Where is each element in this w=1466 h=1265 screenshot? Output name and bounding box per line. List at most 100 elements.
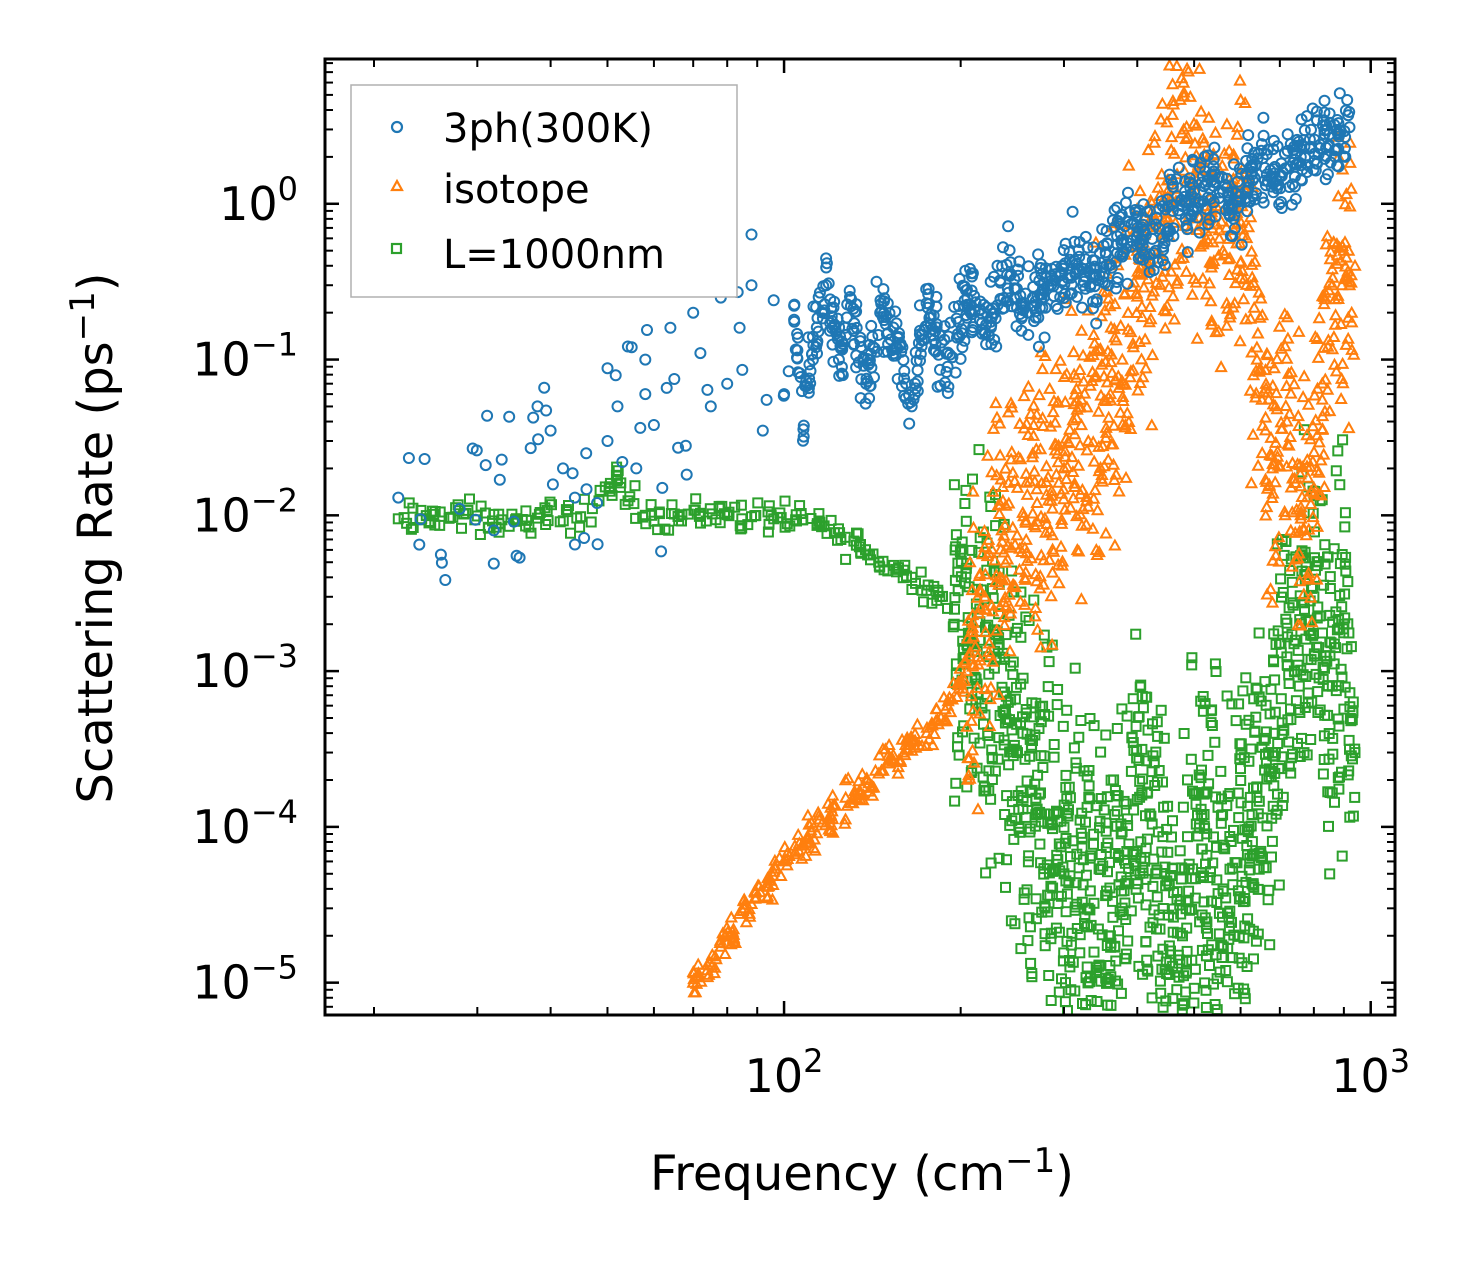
- point-l1000: [779, 521, 791, 533]
- point-l1000: [1349, 791, 1361, 803]
- point-isotope: [1269, 435, 1283, 448]
- point-l1000: [952, 585, 964, 597]
- point-l1000: [1127, 693, 1139, 705]
- point-l1000: [585, 516, 597, 528]
- point-l1000: [1342, 576, 1354, 588]
- point-3ph: [1022, 328, 1035, 341]
- point-isotope: [1096, 439, 1110, 452]
- point-l1000: [839, 531, 851, 543]
- point-l1000: [1329, 796, 1340, 808]
- point-l1000: [1120, 914, 1132, 925]
- point-l1000: [1276, 728, 1288, 740]
- point-isotope: [1266, 456, 1280, 469]
- point-3ph: [1156, 254, 1169, 267]
- point-l1000: [1115, 987, 1127, 999]
- point-l1000: [1132, 892, 1144, 904]
- point-l1000: [629, 480, 641, 492]
- point-isotope: [1038, 348, 1052, 361]
- point-3ph: [495, 453, 508, 466]
- point-isotope: [1039, 474, 1053, 487]
- point-l1000: [790, 514, 802, 526]
- point-l1000: [864, 549, 876, 561]
- point-3ph: [998, 301, 1011, 314]
- point-l1000: [1021, 884, 1033, 896]
- point-isotope: [1310, 331, 1324, 344]
- point-isotope: [1057, 461, 1071, 474]
- point-l1000: [1074, 947, 1086, 959]
- point-isotope: [960, 719, 974, 732]
- point-isotope: [1247, 300, 1261, 313]
- point-3ph: [1275, 196, 1287, 208]
- point-3ph: [988, 270, 1000, 283]
- point-3ph: [942, 380, 955, 393]
- point-isotope: [1019, 515, 1033, 528]
- point-l1000: [1216, 952, 1228, 963]
- legend-label-3ph: 3ph(300K): [443, 106, 653, 152]
- point-isotope: [1281, 331, 1295, 344]
- point-3ph: [493, 473, 506, 486]
- point-isotope: [983, 648, 998, 661]
- point-isotope: [1063, 422, 1077, 435]
- point-isotope: [1220, 318, 1234, 331]
- point-l1000: [1064, 870, 1076, 882]
- point-l1000: [1182, 831, 1193, 843]
- point-isotope: [1263, 582, 1278, 595]
- point-l1000: [1255, 695, 1267, 707]
- point-3ph: [969, 296, 982, 309]
- point-isotope: [1019, 475, 1033, 488]
- point-l1000: [1128, 804, 1140, 816]
- point-l1000: [716, 500, 728, 512]
- point-3ph: [1038, 331, 1051, 344]
- point-l1000: [1174, 845, 1186, 857]
- point-isotope: [1126, 363, 1140, 376]
- point-l1000: [1159, 861, 1171, 873]
- point-isotope: [1243, 383, 1257, 396]
- point-3ph: [994, 276, 1007, 289]
- point-l1000: [1018, 887, 1030, 899]
- point-isotope: [1244, 244, 1259, 257]
- point-isotope: [1058, 395, 1072, 408]
- point-l1000: [1277, 587, 1289, 598]
- point-3ph: [1189, 202, 1202, 215]
- point-l1000: [1162, 846, 1174, 858]
- point-l1000: [1349, 743, 1361, 755]
- point-3ph: [941, 360, 954, 373]
- point-l1000: [1199, 698, 1211, 710]
- point-l1000: [1017, 711, 1028, 723]
- point-l1000: [1210, 949, 1222, 961]
- point-isotope: [1153, 277, 1167, 290]
- point-l1000: [1018, 893, 1030, 905]
- point-isotope: [1322, 283, 1336, 296]
- point-3ph: [1029, 311, 1042, 324]
- point-l1000: [1243, 714, 1255, 726]
- point-l1000: [1330, 465, 1342, 477]
- point-l1000: [546, 499, 557, 511]
- point-isotope: [1104, 393, 1118, 406]
- point-l1000: [1015, 631, 1027, 643]
- point-l1000: [1230, 715, 1242, 727]
- point-l1000: [1260, 757, 1272, 769]
- point-l1000: [953, 749, 965, 761]
- point-l1000: [1293, 680, 1305, 692]
- point-isotope: [841, 771, 855, 784]
- point-3ph: [479, 459, 492, 472]
- point-isotope: [875, 763, 889, 776]
- point-l1000: [1187, 863, 1199, 875]
- point-isotope: [1300, 452, 1314, 465]
- point-l1000: [1239, 893, 1251, 904]
- point-isotope: [1327, 235, 1341, 248]
- point-l1000: [1229, 988, 1241, 1000]
- point-isotope: [1338, 259, 1353, 272]
- point-isotope: [1095, 357, 1109, 370]
- point-l1000: [645, 499, 657, 511]
- point-l1000: [1064, 792, 1076, 804]
- y-axis-label: Scattering Rate (ps−1): [63, 272, 124, 803]
- point-l1000: [1065, 939, 1077, 951]
- point-isotope: [1135, 299, 1149, 312]
- point-l1000: [398, 512, 410, 524]
- point-isotope: [1093, 460, 1108, 473]
- point-l1000: [1076, 807, 1088, 819]
- point-isotope: [815, 815, 830, 828]
- point-isotope: [1272, 530, 1286, 543]
- point-3ph: [1002, 220, 1015, 233]
